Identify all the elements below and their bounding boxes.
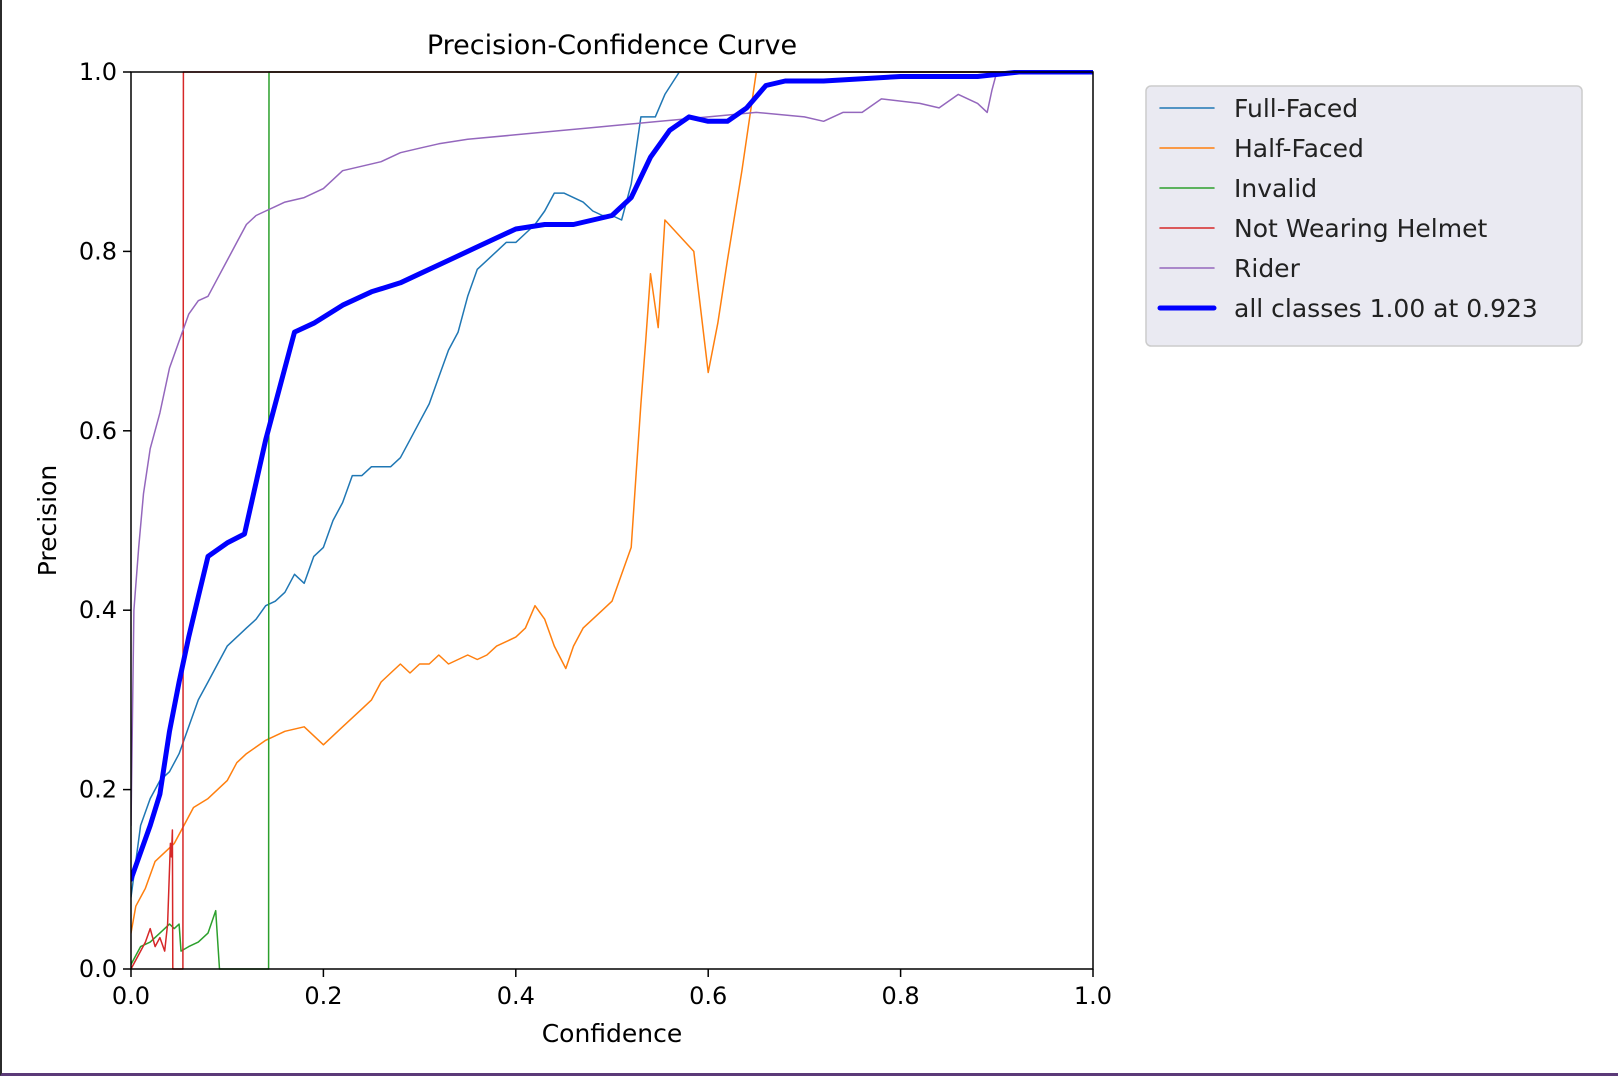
y-tick-label: 0.4 — [79, 596, 117, 624]
series-line-half-faced — [131, 71, 1093, 934]
chart-title: Precision-Confidence Curve — [427, 30, 797, 61]
legend-label-full-faced: Full-Faced — [1234, 94, 1358, 123]
y-tick-label: 1.0 — [79, 58, 117, 86]
legend-box — [1145, 85, 1583, 347]
y-tick-label: 0.2 — [79, 776, 117, 804]
y-axis-label: Precision — [33, 465, 62, 577]
x-tick-label: 0.0 — [112, 982, 150, 1010]
legend-label-not-wearing-helmet: Not Wearing Helmet — [1234, 214, 1487, 243]
x-tick-label: 0.8 — [882, 982, 920, 1010]
y-tick-label: 0.8 — [79, 237, 117, 265]
chart-legend: Full-Faced Half-Faced Invalid Not Wearing H… — [1145, 85, 1583, 347]
y-tick-label: 0.0 — [79, 955, 117, 983]
series-line-rider — [131, 71, 1093, 827]
legend-label-all-classes-1-00-at-0-923: all classes 1.00 at 0.923 — [1234, 294, 1538, 323]
legend-label-invalid: Invalid — [1234, 174, 1317, 203]
legend-label-rider: Rider — [1234, 254, 1301, 283]
series-line-all-classes-1-00-at-0-923 — [131, 70, 1093, 882]
y-tick-label: 0.6 — [79, 417, 117, 445]
x-tick-label: 0.4 — [497, 982, 535, 1010]
x-tick-label: 0.2 — [304, 982, 342, 1010]
series-line-full-faced — [131, 71, 1093, 898]
x-tick-label: 0.6 — [689, 982, 727, 1010]
x-tick-label: 1.0 — [1074, 982, 1112, 1010]
x-axis-label: Confidence — [542, 1019, 683, 1048]
plot-area-frame — [130, 71, 1094, 970]
legend-label-half-faced: Half-Faced — [1234, 134, 1364, 163]
